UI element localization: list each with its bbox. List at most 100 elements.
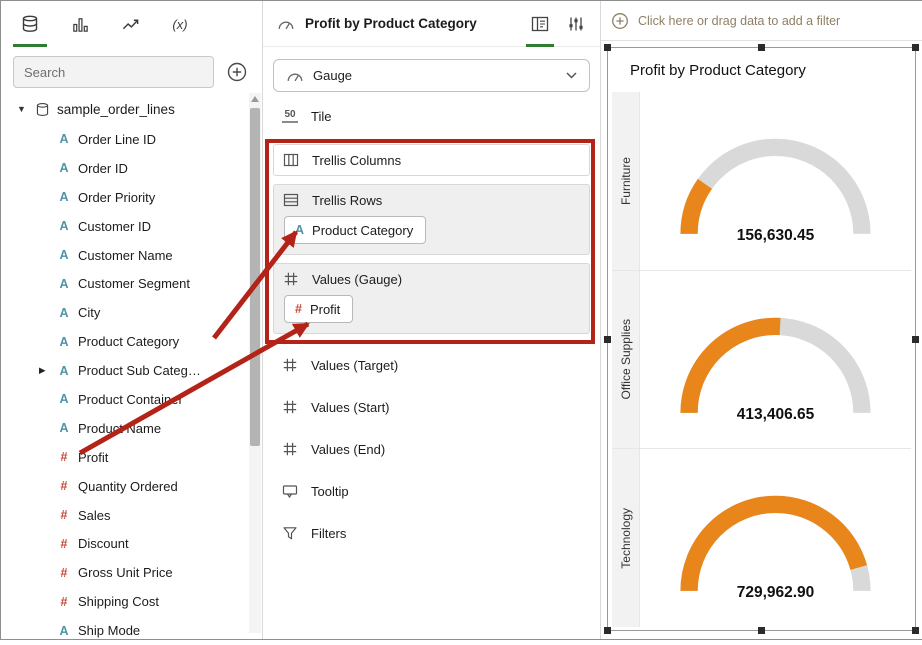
field-item[interactable]: # Profit (1, 443, 262, 472)
resize-handle-mid-right[interactable] (912, 335, 919, 343)
tab-grammar[interactable] (526, 1, 554, 47)
measure-icon: # (60, 594, 68, 609)
visualization-frame[interactable]: Profit by Product Category Furniture 156,… (604, 44, 919, 634)
search-input[interactable] (13, 56, 214, 88)
trellis-rows-icon (283, 193, 299, 207)
field-item[interactable]: A Product Name (1, 414, 262, 443)
drop-target-tile[interactable]: 50 Tile (263, 98, 600, 134)
pill-profit[interactable]: # Profit (284, 295, 354, 323)
field-label: City (78, 305, 101, 321)
values-grid-icon (284, 272, 298, 286)
scroll-up-icon[interactable] (251, 96, 259, 102)
drop-target-trellis-columns[interactable]: Trellis Columns (273, 144, 590, 176)
resize-handle-top-right[interactable] (912, 44, 919, 51)
field-item[interactable]: A Order Line ID (1, 125, 262, 154)
field-item[interactable]: # Shipping Cost (1, 587, 262, 616)
search-row (1, 47, 262, 96)
collapse-icon[interactable]: ▼ (17, 104, 26, 114)
values-grid-icon (283, 442, 297, 456)
gauge: 156,630.45 (663, 125, 888, 247)
tab-analytics[interactable] (117, 1, 143, 47)
attribute-icon: A (59, 276, 69, 291)
drop-target-values-gauge[interactable]: Values (Gauge) # Profit (273, 263, 590, 334)
attribute-icon: A (59, 132, 69, 147)
tile-icon: 50 (282, 109, 298, 123)
field-label: Product Sub Categ… (78, 363, 201, 379)
measure-icon: # (60, 479, 68, 494)
gauge-plot[interactable]: 729,962.90 (640, 449, 911, 627)
field-item[interactable]: ▶ A Product Sub Categ… (1, 356, 262, 385)
attribute-icon: A (59, 190, 69, 205)
field-item[interactable]: A Ship Mode (1, 616, 262, 645)
add-data-icon[interactable] (226, 61, 248, 83)
gauge: 413,406.65 (663, 304, 888, 426)
field-item[interactable]: A Order Priority (1, 183, 262, 212)
field-item[interactable]: # Discount (1, 529, 262, 558)
pill-product-category[interactable]: A Product Category (284, 216, 427, 244)
tab-calculations[interactable]: (x) (167, 1, 193, 47)
field-label: Order ID (78, 160, 128, 176)
viz-title: Profit by Product Category (630, 62, 806, 79)
field-label: Product Container (78, 391, 183, 407)
tooltip-icon (282, 485, 298, 499)
row-header: Furniture (612, 92, 640, 270)
field-item[interactable]: # Gross Unit Price (1, 558, 262, 587)
fields-list: A Order Line ID A Order ID A Order Priority A C… (1, 125, 262, 645)
trend-line-icon (122, 19, 138, 29)
field-label: Shipping Cost (78, 594, 159, 610)
drop-target-filters[interactable]: Filters (263, 512, 600, 554)
attribute-icon: A (59, 219, 69, 234)
attribute-icon: A (59, 623, 69, 638)
field-item[interactable]: A Customer Segment (1, 269, 262, 298)
field-item[interactable]: A Order ID (1, 154, 262, 183)
field-item[interactable]: # Quantity Ordered (1, 472, 262, 501)
field-label: Customer Segment (78, 276, 190, 292)
field-item[interactable]: A Customer ID (1, 212, 262, 241)
field-item[interactable]: A Product Container (1, 385, 262, 414)
resize-handle-bottom-right[interactable] (912, 627, 919, 634)
filter-bar[interactable]: Click here or drag data to add a filter (601, 1, 922, 41)
trellis-row: Furniture 156,630.45 (612, 92, 911, 271)
field-item[interactable]: # Sales (1, 501, 262, 530)
pill-label: Profit (309, 301, 341, 317)
scrollbar-track[interactable] (249, 93, 261, 633)
gauge-value: 729,962.90 (736, 584, 815, 602)
resize-handle-top-left[interactable] (604, 44, 611, 51)
field-item[interactable]: A Product Category (1, 327, 262, 356)
tab-data[interactable] (13, 1, 47, 47)
drop-target-tooltip[interactable]: Tooltip (263, 470, 600, 512)
drop-target-values-start[interactable]: Values (Start) (263, 386, 600, 428)
dataset-node[interactable]: ▼ sample_order_lines (1, 96, 262, 122)
resize-handle-mid-left[interactable] (604, 335, 611, 343)
field-label: Order Priority (78, 189, 156, 205)
drop-target-trellis-rows[interactable]: Trellis Rows A Product Category (273, 184, 590, 255)
resize-handle-bottom-left[interactable] (604, 627, 611, 634)
scrollbar-thumb[interactable] (250, 108, 260, 446)
field-label: Sales (78, 507, 111, 523)
field-item[interactable]: A Customer Name (1, 241, 262, 270)
tab-properties[interactable] (562, 1, 590, 47)
viz-type-value: Gauge (313, 68, 353, 83)
field-label: Gross Unit Price (78, 565, 173, 581)
trellis-columns-icon (283, 153, 299, 167)
viz-type-select[interactable]: Gauge (273, 59, 590, 92)
add-filter-icon (612, 12, 628, 29)
attribute-icon: A (59, 421, 69, 436)
field-item[interactable]: A City (1, 298, 262, 327)
gauge-plot[interactable]: 156,630.45 (640, 92, 911, 270)
resize-handle-top-mid[interactable] (758, 44, 765, 51)
pill-label: Product Category (312, 222, 414, 238)
row-header: Technology (612, 449, 640, 628)
resize-handle-bottom-mid[interactable] (758, 627, 765, 634)
drop-target-values-target[interactable]: Values (Target) (263, 344, 600, 386)
gauge-plot[interactable]: 413,406.65 (640, 271, 911, 449)
gauge-value: 413,406.65 (736, 405, 815, 423)
drop-target-label: Trellis Columns (312, 152, 402, 168)
field-label: Order Line ID (78, 131, 157, 147)
attribute-icon: A (59, 305, 69, 320)
expand-icon[interactable]: ▶ (39, 365, 46, 376)
tab-visualizations[interactable] (67, 1, 93, 47)
drop-target-values-end[interactable]: Values (End) (263, 428, 600, 470)
